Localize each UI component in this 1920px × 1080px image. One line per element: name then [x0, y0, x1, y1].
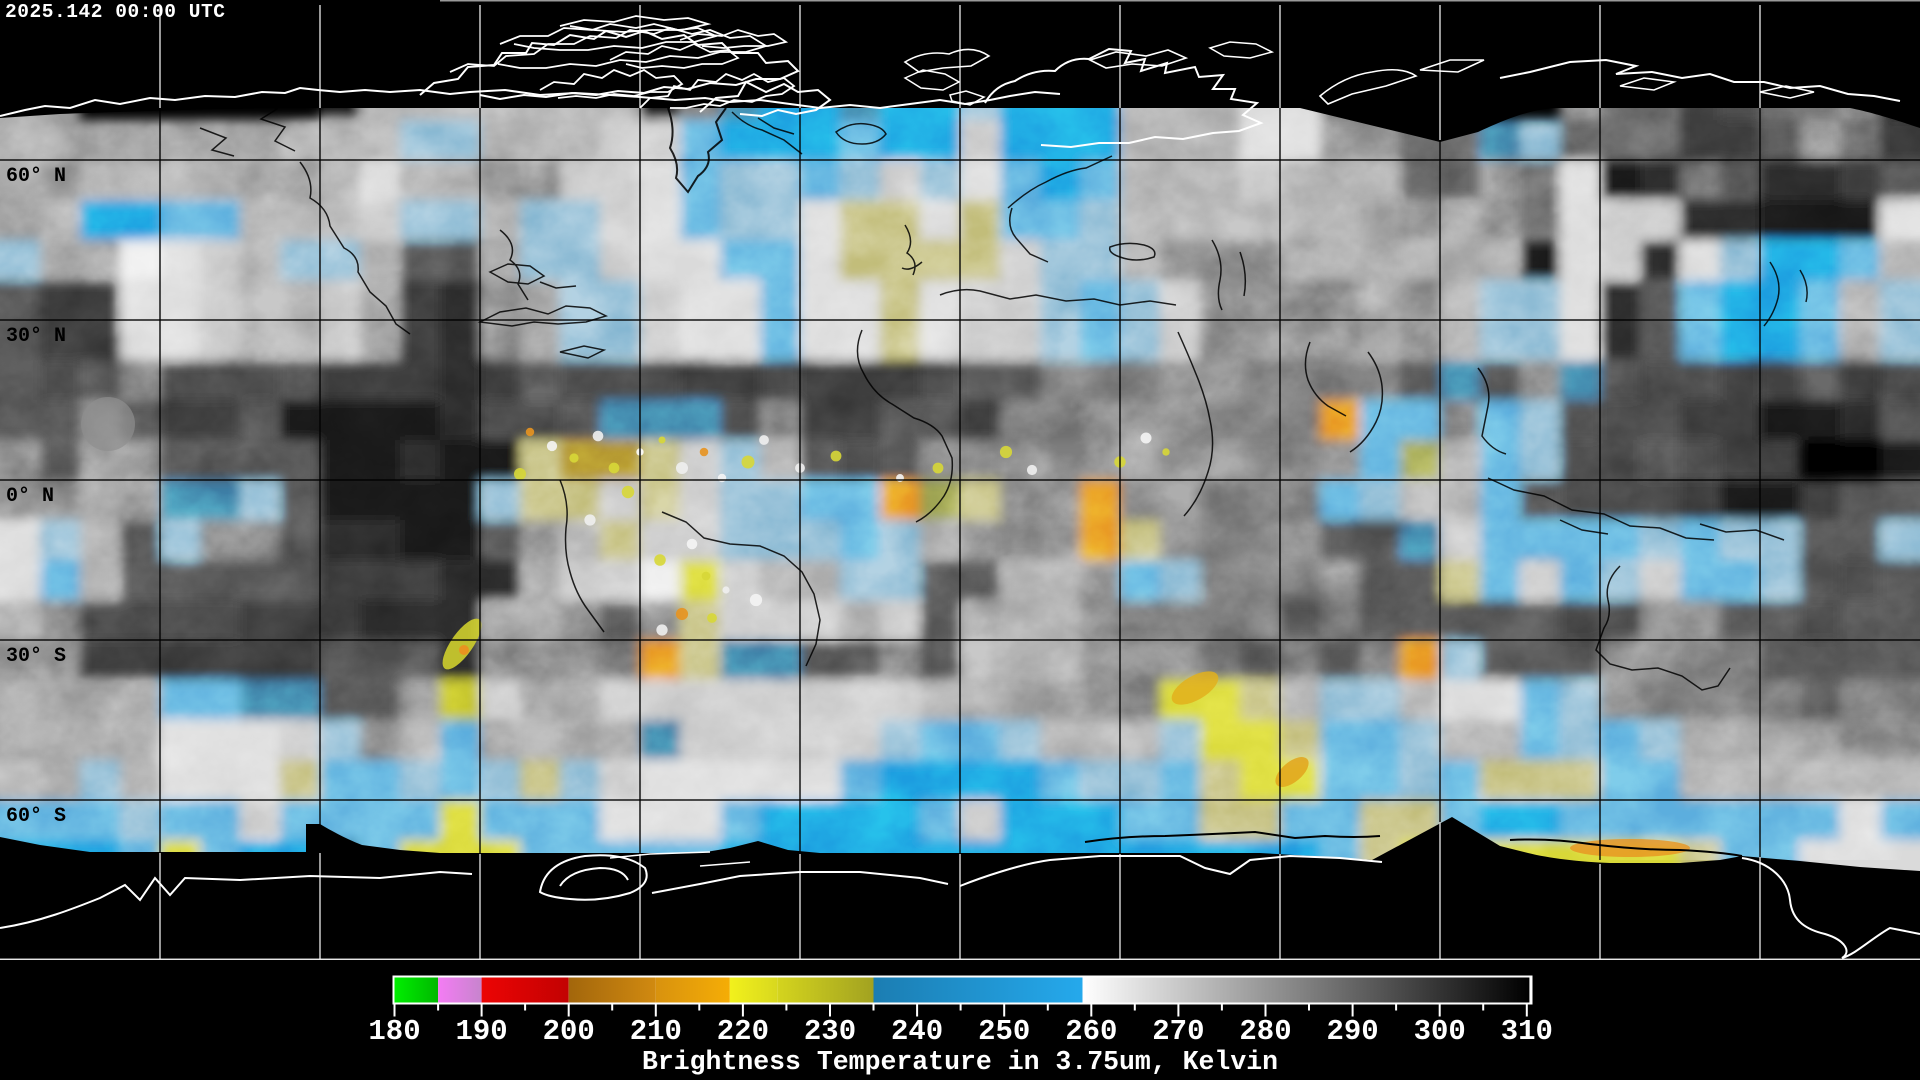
svg-text:180: 180	[368, 1015, 420, 1048]
svg-text:300: 300	[1414, 1015, 1466, 1048]
svg-text:Brightness Temperature in 3.75: Brightness Temperature in 3.75um, Kelvin	[642, 1047, 1278, 1077]
svg-text:220: 220	[717, 1015, 769, 1048]
svg-text:200: 200	[543, 1015, 595, 1048]
svg-text:30° N: 30° N	[6, 325, 66, 348]
svg-text:30° S: 30° S	[6, 645, 66, 668]
svg-text:190: 190	[455, 1015, 507, 1048]
svg-text:230: 230	[804, 1015, 856, 1048]
svg-text:290: 290	[1326, 1015, 1378, 1048]
svg-text:60° S: 60° S	[6, 805, 66, 828]
svg-text:250: 250	[978, 1015, 1030, 1048]
svg-text:240: 240	[891, 1015, 943, 1048]
svg-text:280: 280	[1239, 1015, 1291, 1048]
svg-text:0° N: 0° N	[6, 485, 54, 508]
svg-text:260: 260	[1065, 1015, 1117, 1048]
svg-text:60° N: 60° N	[6, 165, 66, 188]
svg-text:310: 310	[1501, 1015, 1553, 1048]
svg-text:2025.142 00:00 UTC: 2025.142 00:00 UTC	[5, 1, 226, 23]
svg-text:210: 210	[630, 1015, 682, 1048]
svg-text:270: 270	[1152, 1015, 1204, 1048]
